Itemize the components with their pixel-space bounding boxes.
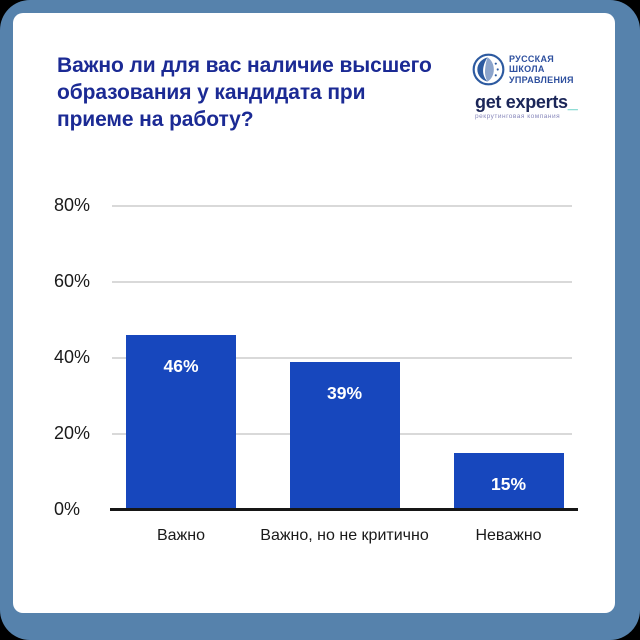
chart-title: Важно ли для вас наличие высшего образов… — [57, 54, 432, 131]
rsu-logo: РУССКАЯ ШКОЛА УПРАВЛЕНИЯ — [472, 53, 602, 86]
gridline-60 — [112, 281, 572, 283]
get-experts-underscore: _ — [567, 92, 578, 112]
category-label-2: Важно, но не критично — [260, 527, 429, 544]
bar-value-label-3: 15% — [490, 474, 527, 494]
gridline-40 — [112, 357, 572, 359]
content-card: Важно ли для вас наличие высшего образов… — [13, 13, 615, 613]
ytick-label-60: 60% — [54, 271, 91, 291]
get-experts-wordmark: get experts — [475, 92, 568, 112]
bar-value-label-1: 46% — [163, 356, 199, 377]
rsu-logo-text: РУССКАЯ ШКОЛА УПРАВЛЕНИЯ — [509, 54, 574, 86]
ytick-label-80: 80% — [54, 195, 91, 215]
ytick-label-0: 0% — [54, 499, 81, 519]
bar-2 — [289, 361, 400, 510]
x-axis-line — [110, 508, 578, 511]
category-label-3: Неважно — [475, 527, 542, 544]
rsu-line-1: РУССКАЯ — [509, 53, 555, 64]
category-label-1: Важно — [156, 527, 205, 544]
logo-block: РУССКАЯ ШКОЛА УПРАВЛЕНИЯ get experts_ ре… — [472, 53, 602, 120]
get-experts-tagline: рекрутинговая компания — [475, 113, 561, 120]
bar-chart: 0% 20% 40% 60% 80% 46% Важно 39% Важно, но не кр… — [13, 13, 615, 613]
bar-1 — [126, 335, 236, 510]
bar-3 — [453, 453, 564, 510]
rsu-line-3: УПРАВЛЕНИЯ — [509, 74, 574, 85]
rsu-globe-icon — [472, 53, 505, 86]
get-experts-logo: get experts_ рекрутинговая компания — [475, 92, 602, 120]
ytick-label-40: 40% — [54, 347, 91, 367]
bar-value-label-2: 39% — [326, 382, 363, 403]
gridline-80 — [112, 205, 572, 207]
rsu-line-2: ШКОЛА — [509, 64, 545, 75]
ytick-label-20: 20% — [54, 423, 91, 443]
